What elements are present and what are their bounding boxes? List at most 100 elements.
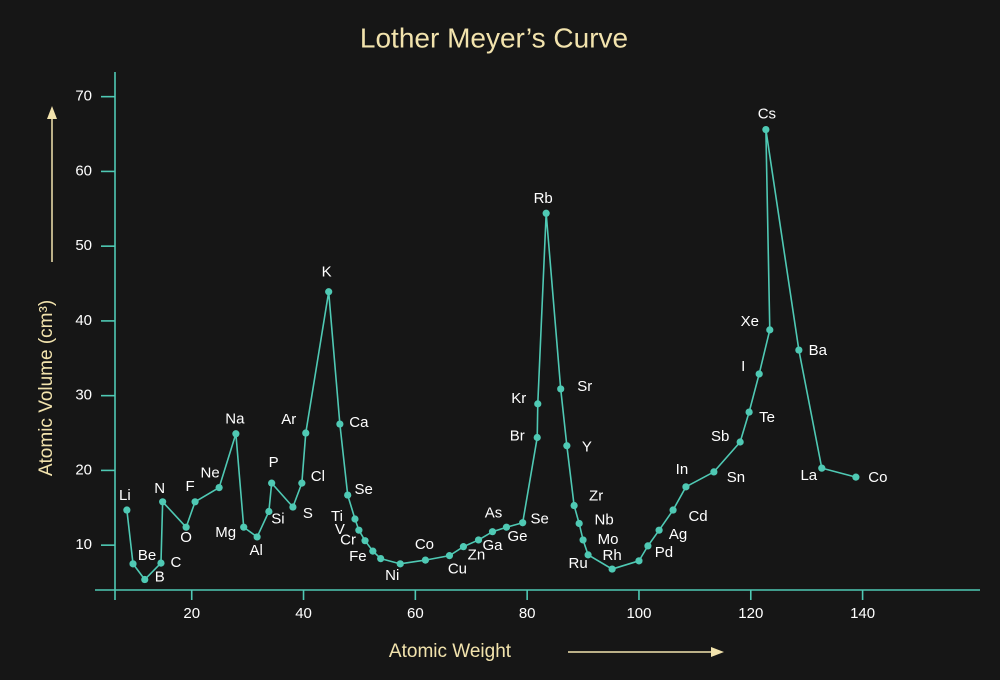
point-label: Cu [448,561,467,578]
point-label: C [171,554,182,571]
point-label: I [741,358,745,375]
point-label: S [303,505,313,522]
point [745,408,753,416]
point-label: Li [119,487,131,504]
point-label: O [180,529,192,546]
point-label: Cs [758,106,776,123]
point-label: Ti [331,508,343,525]
point [141,575,149,584]
y-tick-label: 40 [75,312,92,329]
point-label: Na [225,411,245,428]
point [232,430,240,438]
point-label: Al [249,542,262,559]
point-label: K [322,264,332,281]
x-tick-label: 60 [407,605,424,622]
point [655,526,663,534]
point [361,537,369,545]
point-label: Co [415,536,434,553]
y-arrow-head [47,106,57,119]
point [459,543,468,551]
point-label: Rb [534,190,553,207]
point [755,370,763,378]
point [325,288,333,296]
point [533,433,541,442]
x-tick-label: 140 [850,605,875,622]
point-label: N [154,480,165,497]
point-label: Ba [809,342,828,359]
point [474,536,483,544]
point-label: Sr [577,378,592,395]
x-tick-label: 100 [626,605,651,622]
point [268,479,276,487]
point [302,429,310,437]
point-label: La [800,467,817,484]
point [488,528,497,536]
x-arrow-head [711,647,724,657]
point-label: Fe [349,548,367,565]
point-label: F [185,478,194,495]
y-tick-label: 50 [75,237,92,254]
x-tick-label: 40 [295,605,312,622]
point-label: Zr [589,488,603,505]
chart-title: Lother Meyer’s Curve [360,22,628,53]
point [191,498,199,506]
point [852,473,860,481]
point-label: Ge [507,528,527,545]
point-label: Cl [311,468,325,485]
point [157,559,165,567]
point [579,536,587,544]
point-label: B [155,569,165,586]
point [215,483,223,492]
y-tick-label: 70 [75,88,92,105]
point-label: Xe [741,313,759,330]
point-label: Ag [669,526,687,543]
point-label: Ar [281,411,296,428]
point [421,556,430,564]
point [644,542,652,550]
point [265,507,273,516]
point [519,519,527,527]
point [682,483,690,491]
point [608,565,616,573]
point [355,526,363,534]
point-label: Se [355,481,373,498]
x-tick-label: 120 [738,605,763,622]
point-label: Ru [569,555,588,572]
point [710,468,718,476]
point-label: P [269,454,279,471]
point [377,555,385,563]
point-label: Sn [727,469,745,486]
point [762,125,770,134]
point [563,442,571,450]
point [502,523,511,531]
point [351,515,359,523]
point [240,523,248,531]
point-label: Co [868,469,887,486]
point [159,498,167,506]
point-label: As [485,505,503,522]
point-label: Pd [655,544,673,561]
point [298,479,306,487]
y-tick-label: 10 [75,536,92,553]
point [534,400,542,408]
point [445,552,454,560]
point [557,385,565,393]
point [289,503,297,511]
point-label: In [676,461,689,478]
point-label: V [335,521,345,538]
point-label: Ni [385,567,399,584]
point [253,533,261,541]
point [129,560,137,568]
point-label: Ne [201,465,220,482]
point-label: Be [138,547,156,564]
point-label: Mo [598,531,619,548]
point [584,551,592,559]
x-tick-label: 80 [519,605,536,622]
point-label: Br [510,427,525,444]
point [369,547,377,555]
point [182,523,190,531]
point [795,346,803,354]
point-label: Mg [215,524,236,541]
x-axis-title: Atomic Weight [389,641,512,662]
